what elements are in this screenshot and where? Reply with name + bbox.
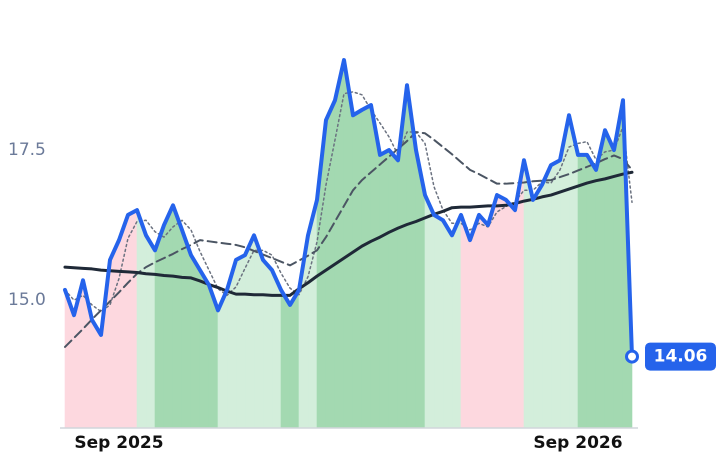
price-area — [469, 214, 480, 429]
price-area — [568, 115, 579, 429]
price-area — [163, 205, 174, 429]
x-tick-label: Sep 2026 — [533, 433, 622, 453]
price-area — [352, 109, 363, 429]
price-area — [424, 194, 435, 429]
price-area — [505, 199, 516, 429]
price-area — [460, 214, 471, 429]
price-area — [136, 209, 147, 429]
price-area — [280, 288, 291, 429]
price-area — [361, 104, 372, 429]
price-area — [595, 130, 606, 429]
price-area — [532, 183, 543, 429]
price-area — [577, 154, 588, 429]
moving-average-line — [64, 131, 633, 348]
price-area — [199, 269, 210, 429]
price-area — [388, 149, 399, 429]
price-area — [550, 159, 561, 429]
price-area — [109, 239, 120, 429]
y-tick-label: 17.5 — [8, 140, 46, 160]
price-area — [172, 205, 183, 429]
price-area — [253, 235, 264, 429]
price-area — [478, 214, 489, 429]
price-area — [289, 288, 300, 429]
price-area — [586, 153, 597, 429]
price-area — [541, 164, 552, 429]
price-area — [154, 225, 165, 429]
price-area — [379, 149, 390, 429]
y-tick-label: 15.0 — [8, 290, 46, 310]
x-tick-label: Sep 2025 — [74, 433, 163, 453]
price-area — [181, 229, 192, 429]
last-value-label: 14.06 — [654, 347, 708, 367]
price-area — [442, 219, 453, 429]
price-area — [433, 214, 444, 429]
price-area — [127, 209, 138, 429]
moving-average-line — [63, 170, 634, 297]
price-area — [496, 194, 507, 429]
price-area — [487, 195, 498, 429]
price-area — [559, 115, 570, 429]
price-area — [262, 259, 273, 429]
price-area — [604, 130, 615, 429]
price-area — [271, 270, 282, 429]
line-layer — [63, 58, 634, 359]
price-line — [63, 58, 634, 359]
price-area — [235, 254, 246, 429]
price-area — [451, 214, 462, 429]
last-point — [625, 349, 639, 364]
last-value-badge — [645, 342, 716, 371]
price-area — [244, 235, 255, 429]
